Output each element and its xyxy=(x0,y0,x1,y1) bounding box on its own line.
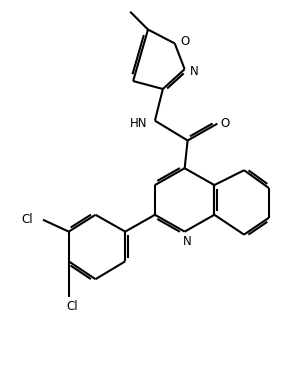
Text: O: O xyxy=(221,117,230,130)
Text: HN: HN xyxy=(130,117,147,130)
Text: Cl: Cl xyxy=(66,300,78,313)
Text: N: N xyxy=(183,235,192,248)
Text: N: N xyxy=(190,65,199,78)
Text: Cl: Cl xyxy=(22,213,33,226)
Text: O: O xyxy=(180,35,189,48)
